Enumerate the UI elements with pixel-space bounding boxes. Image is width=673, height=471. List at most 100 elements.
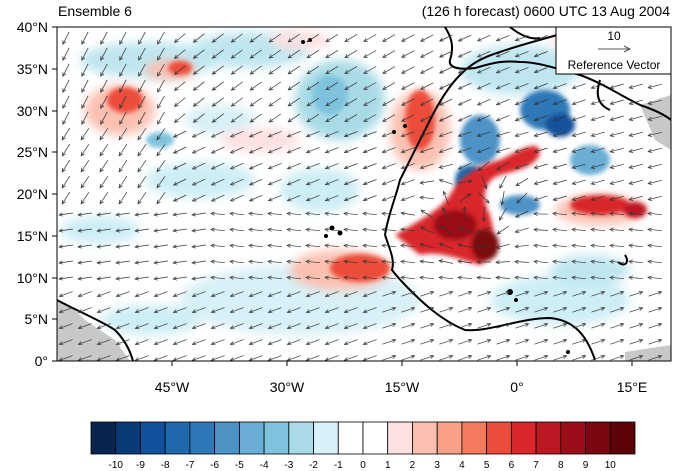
wind-vector xyxy=(610,323,624,329)
wind-vector xyxy=(118,144,128,156)
wind-vector xyxy=(515,83,529,89)
wind-vector-head xyxy=(457,85,463,90)
wind-vector xyxy=(78,244,92,248)
lat-axis: 40°N 35°N 30°N 25°N 20°N 15°N 10°N 5°N 0… xyxy=(17,19,57,369)
wind-vector xyxy=(553,83,567,89)
wind-vector xyxy=(81,95,89,109)
wind-vector-head xyxy=(248,243,253,248)
wind-vector xyxy=(118,160,128,172)
wind-vector-head xyxy=(514,117,520,122)
lon-tick-label: 15°E xyxy=(617,379,648,395)
wind-vector xyxy=(363,131,377,137)
wind-vector xyxy=(496,98,510,106)
wind-vector-head xyxy=(344,38,350,43)
wind-vector-head xyxy=(467,338,473,343)
wind-vector xyxy=(286,260,302,264)
wind-vector xyxy=(401,212,415,216)
wind-vector xyxy=(534,339,548,345)
wind-vector-head xyxy=(628,180,634,185)
wind-vector-head xyxy=(172,133,178,138)
wind-vector-head xyxy=(172,212,178,217)
wind-vector xyxy=(211,146,225,154)
wind-vector xyxy=(287,355,301,361)
wind-vector-head xyxy=(401,37,406,42)
wind-vector xyxy=(648,291,662,297)
wind-vector xyxy=(363,98,377,106)
wind-vector-head xyxy=(249,70,255,75)
wind-vector xyxy=(157,79,165,93)
wind-vector xyxy=(477,66,491,74)
wind-vector xyxy=(648,163,662,169)
wind-vector-head xyxy=(410,354,416,359)
wind-vector xyxy=(553,99,567,105)
wind-vector xyxy=(250,113,262,123)
wind-vector-head xyxy=(429,338,435,343)
wind-vector-head xyxy=(552,275,557,280)
wind-vector-head xyxy=(552,85,558,90)
wind-vector-head xyxy=(600,338,606,343)
wind-vector xyxy=(249,291,263,297)
colorbar-swatch xyxy=(412,421,438,455)
wind-vector-head xyxy=(267,197,273,202)
wind-vector-head xyxy=(533,165,539,169)
wind-vector-head xyxy=(628,259,633,264)
wind-vector-head xyxy=(119,120,124,125)
wind-vector xyxy=(325,339,339,345)
wind-vector-head xyxy=(420,69,425,74)
wind-vector-head xyxy=(306,38,312,43)
wind-vector xyxy=(610,307,624,313)
wind-vector-head xyxy=(401,101,406,106)
wind-vector xyxy=(174,113,186,123)
wind-vector xyxy=(267,276,283,280)
wind-vector-head xyxy=(499,216,504,221)
wind-vector-head xyxy=(476,69,482,74)
wind-vector xyxy=(515,210,529,218)
wind-vector xyxy=(629,323,643,329)
wind-vector xyxy=(420,98,434,106)
wind-vector xyxy=(362,212,378,216)
wind-vector xyxy=(287,178,301,186)
wind-vector-head xyxy=(172,149,178,154)
wind-vector xyxy=(648,323,662,329)
wind-vector-head xyxy=(268,54,274,59)
wind-vector xyxy=(173,178,187,186)
wind-vector-head xyxy=(381,259,386,264)
wind-vector-head xyxy=(118,183,123,189)
wind-vector xyxy=(458,260,472,264)
wind-vector xyxy=(382,307,396,313)
wind-vector xyxy=(496,323,510,329)
lon-tick-label: 15°W xyxy=(385,379,420,395)
wind-vector-head xyxy=(590,117,596,122)
wind-vector xyxy=(459,193,471,203)
wind-vector xyxy=(464,206,466,222)
wind-vector-head xyxy=(100,88,105,93)
wind-vector xyxy=(591,163,605,169)
wind-vector xyxy=(647,244,663,248)
wind-vector-head xyxy=(419,243,425,248)
wind-vector xyxy=(116,276,130,280)
wind-vector xyxy=(534,147,548,153)
wind-vector-head xyxy=(191,133,197,138)
right-title: (126 h forecast) 0600 UTC 13 Aug 2004 xyxy=(422,3,670,19)
wind-vector-head xyxy=(533,211,538,216)
wind-vector-head xyxy=(590,148,596,153)
wind-vector-head xyxy=(647,84,653,89)
wind-vector-head xyxy=(543,354,549,359)
wind-vector-head xyxy=(476,117,482,122)
wind-vector-head xyxy=(191,325,197,330)
wind-vector-head xyxy=(600,306,606,311)
wind-vector xyxy=(420,243,434,249)
wind-vector xyxy=(286,276,302,280)
wind-vector xyxy=(478,161,490,171)
wind-vector-head xyxy=(457,243,463,248)
wind-vector xyxy=(439,355,453,361)
wind-vector-head xyxy=(286,227,291,232)
wind-vector-head xyxy=(99,135,104,141)
wind-vector-head xyxy=(476,85,482,90)
wind-vector-head xyxy=(324,275,329,280)
wind-vector-head xyxy=(287,102,293,107)
wind-vector xyxy=(344,34,358,42)
wind-vector-head xyxy=(267,149,273,154)
wind-vector-head xyxy=(362,181,368,186)
wind-vector-head xyxy=(466,193,472,198)
